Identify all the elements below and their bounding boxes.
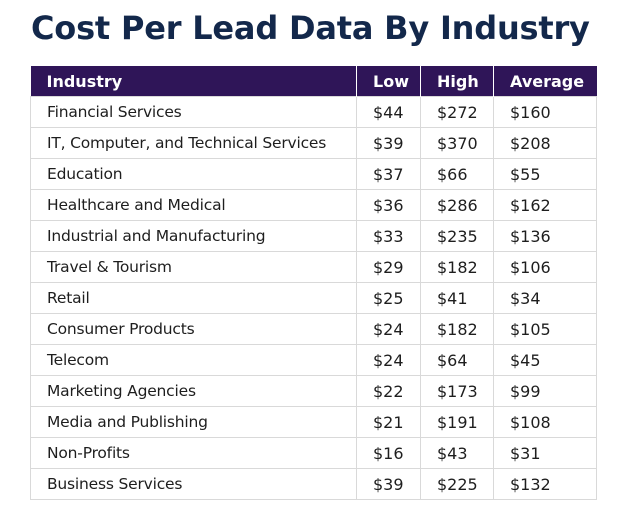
low-cell: $16 <box>356 437 421 469</box>
average-cell: $31 <box>493 437 597 469</box>
table-row: IT, Computer, and Technical Services $39… <box>30 127 597 159</box>
table-row: Non-Profits $16 $43 $31 <box>30 437 597 469</box>
low-cell: $37 <box>356 158 421 190</box>
low-cell: $24 <box>356 344 421 376</box>
table-row: Business Services $39 $225 $132 <box>30 468 597 500</box>
industry-cell: Healthcare and Medical <box>30 189 357 221</box>
table-row: Healthcare and Medical $36 $286 $162 <box>30 189 597 221</box>
high-cell: $66 <box>420 158 494 190</box>
table-row: Telecom $24 $64 $45 <box>30 344 597 376</box>
industry-cell: Non-Profits <box>30 437 357 469</box>
table-row: Consumer Products $24 $182 $105 <box>30 313 597 345</box>
average-cell: $108 <box>493 406 597 438</box>
low-cell: $21 <box>356 406 421 438</box>
table-row: Marketing Agencies $22 $173 $99 <box>30 375 597 407</box>
high-cell: $182 <box>420 251 494 283</box>
average-cell: $136 <box>493 220 597 252</box>
table-header-row: Industry Low High Average <box>30 66 597 97</box>
industry-cell: Retail <box>30 282 357 314</box>
low-cell: $24 <box>356 313 421 345</box>
high-cell: $225 <box>420 468 494 500</box>
table-row: Travel & Tourism $29 $182 $106 <box>30 251 597 283</box>
industry-cell: Marketing Agencies <box>30 375 357 407</box>
industry-cell: Media and Publishing <box>30 406 357 438</box>
high-cell: $286 <box>420 189 494 221</box>
column-header-average: Average <box>493 66 597 97</box>
high-cell: $370 <box>420 127 494 159</box>
low-cell: $33 <box>356 220 421 252</box>
industry-cell: Consumer Products <box>30 313 357 345</box>
high-cell: $191 <box>420 406 494 438</box>
average-cell: $105 <box>493 313 597 345</box>
high-cell: $272 <box>420 96 494 128</box>
average-cell: $34 <box>493 282 597 314</box>
average-cell: $99 <box>493 375 597 407</box>
industry-cell: Business Services <box>30 468 357 500</box>
average-cell: $55 <box>493 158 597 190</box>
low-cell: $25 <box>356 282 421 314</box>
table-row: Industrial and Manufacturing $33 $235 $1… <box>30 220 597 252</box>
cost-per-lead-table: Industry Low High Average Financial Serv… <box>30 66 597 500</box>
column-header-high: High <box>420 66 494 97</box>
high-cell: $173 <box>420 375 494 407</box>
low-cell: $39 <box>356 127 421 159</box>
average-cell: $106 <box>493 251 597 283</box>
high-cell: $182 <box>420 313 494 345</box>
high-cell: $41 <box>420 282 494 314</box>
low-cell: $22 <box>356 375 421 407</box>
low-cell: $36 <box>356 189 421 221</box>
industry-cell: Telecom <box>30 344 357 376</box>
industry-cell: Financial Services <box>30 96 357 128</box>
low-cell: $29 <box>356 251 421 283</box>
low-cell: $44 <box>356 96 421 128</box>
table-row: Financial Services $44 $272 $160 <box>30 96 597 128</box>
average-cell: $162 <box>493 189 597 221</box>
average-cell: $45 <box>493 344 597 376</box>
page-title: Cost Per Lead Data By Industry <box>31 9 590 47</box>
column-header-industry: Industry <box>30 66 357 97</box>
industry-cell: Industrial and Manufacturing <box>30 220 357 252</box>
average-cell: $132 <box>493 468 597 500</box>
industry-cell: IT, Computer, and Technical Services <box>30 127 357 159</box>
table-row: Education $37 $66 $55 <box>30 158 597 190</box>
column-header-low: Low <box>356 66 421 97</box>
high-cell: $43 <box>420 437 494 469</box>
average-cell: $160 <box>493 96 597 128</box>
table-row: Retail $25 $41 $34 <box>30 282 597 314</box>
industry-cell: Travel & Tourism <box>30 251 357 283</box>
low-cell: $39 <box>356 468 421 500</box>
table-row: Media and Publishing $21 $191 $108 <box>30 406 597 438</box>
high-cell: $64 <box>420 344 494 376</box>
industry-cell: Education <box>30 158 357 190</box>
average-cell: $208 <box>493 127 597 159</box>
high-cell: $235 <box>420 220 494 252</box>
